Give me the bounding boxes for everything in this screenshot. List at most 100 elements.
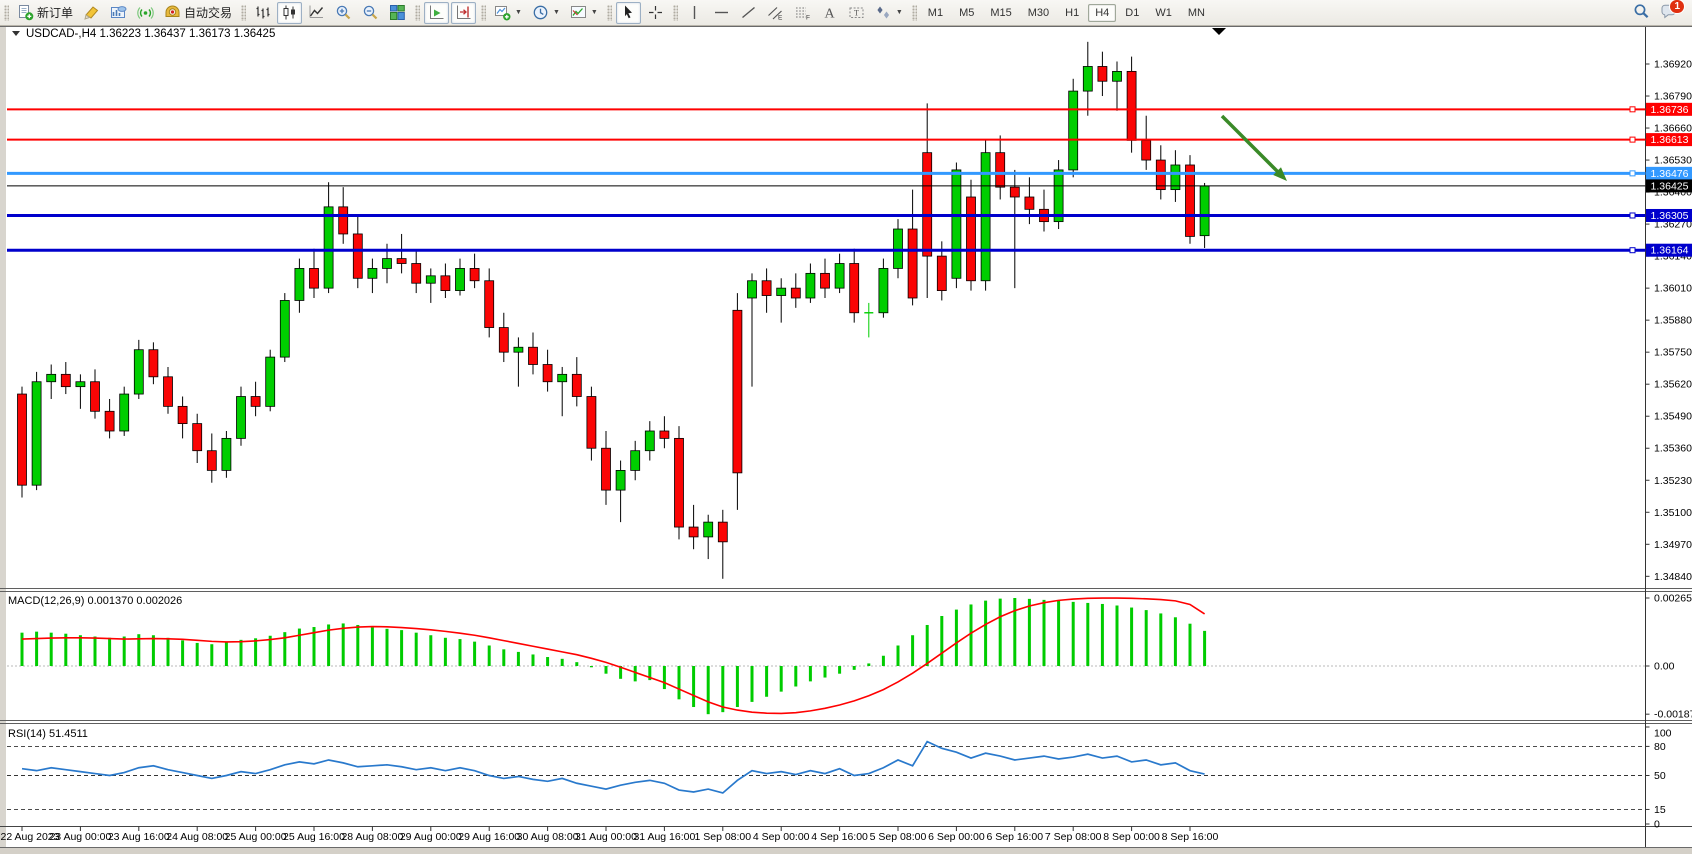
- text-button[interactable]: A: [817, 2, 842, 24]
- candle-body: [294, 268, 305, 301]
- macd-axis-label: 0.002652: [1654, 593, 1692, 605]
- zoom-in-icon: [335, 4, 352, 21]
- chevron-down-icon[interactable]: ▼: [552, 9, 560, 16]
- candle-body: [1009, 186, 1020, 198]
- chart-shift-button[interactable]: [451, 1, 477, 24]
- candle-body: [338, 206, 349, 235]
- level-line-anchor[interactable]: [1629, 136, 1636, 143]
- bar-chart-button[interactable]: [250, 2, 275, 24]
- rsi-axis-label: 80: [1654, 741, 1666, 753]
- rsi-axis-label: 15: [1654, 804, 1666, 816]
- time-tick-label: 31 Aug 00:00: [575, 831, 637, 843]
- timeframe-button-m1[interactable]: M1: [927, 6, 944, 19]
- candle-body: [790, 287, 801, 299]
- candle-body: [644, 430, 655, 452]
- candle-body: [396, 258, 407, 264]
- price-tick-label: 1.36920: [1654, 59, 1692, 71]
- candle-body: [1024, 196, 1035, 210]
- timeframe-button-w1[interactable]: W1: [1155, 6, 1172, 19]
- time-tick-label: 6 Sep 00:00: [928, 831, 985, 843]
- vertical-line-button[interactable]: [682, 2, 707, 24]
- timeframe-button-d1[interactable]: D1: [1125, 6, 1140, 19]
- candle-body: [31, 381, 42, 486]
- toolbar-grip: [415, 4, 421, 21]
- crosshair-button[interactable]: [643, 2, 668, 24]
- toolbar-group-trade: 新订单 自动交易: [12, 0, 237, 25]
- timeframe-button-h4[interactable]: H4: [1088, 3, 1117, 22]
- candlestick-button[interactable]: [277, 1, 303, 24]
- window-bottom-edge: [0, 848, 1692, 854]
- candle-body: [250, 396, 261, 407]
- time-tick-label: 8 Sep 16:00: [1162, 831, 1219, 843]
- candle-body: [615, 470, 626, 491]
- charts-cloud-button[interactable]: [106, 2, 131, 24]
- candle-body: [674, 437, 684, 528]
- fibonacci-button[interactable]: F: [790, 2, 815, 24]
- level-line-anchor[interactable]: [1629, 212, 1636, 219]
- toolbar-group-draw: E F A T ▼: [681, 0, 908, 25]
- chevron-down-icon[interactable]: ▼: [895, 9, 903, 16]
- level-line-anchor[interactable]: [1629, 247, 1636, 254]
- price-tick-label: 1.35620: [1654, 379, 1692, 391]
- candle-body: [133, 349, 144, 395]
- equidistant-channel-button[interactable]: E: [763, 2, 788, 24]
- candle-body: [732, 309, 743, 474]
- tile-windows-button[interactable]: [385, 2, 410, 24]
- chat-button[interactable]: 1: [1656, 0, 1685, 24]
- price-tick-label: 1.36660: [1654, 123, 1692, 135]
- auto-scroll-button[interactable]: [424, 1, 450, 24]
- auto-trading-button[interactable]: 自动交易: [160, 2, 236, 24]
- time-tick-label: 28 Aug 08:00: [341, 831, 403, 843]
- level-price-tag: [1646, 102, 1692, 116]
- arrow-annotation-head[interactable]: [1273, 167, 1287, 181]
- candle-body: [1141, 139, 1152, 161]
- timeframe-button-m15[interactable]: M15: [990, 6, 1012, 19]
- rsi-axis-label: 100: [1654, 728, 1672, 740]
- timeframe-button-mn[interactable]: MN: [1187, 6, 1205, 19]
- candle-body: [1053, 169, 1064, 223]
- timeframe-button-h1[interactable]: H1: [1065, 6, 1080, 19]
- level-lines-layer: 1.36736 1.36613 1.36476 1.36305 1.36164 1.364…: [7, 102, 1692, 257]
- new-order-button[interactable]: 新订单: [13, 2, 77, 24]
- candle-body: [425, 275, 436, 284]
- arrow-annotation[interactable]: [1220, 114, 1284, 178]
- zoom-in-button[interactable]: [331, 2, 356, 24]
- candle-body: [907, 228, 918, 299]
- chevron-down-icon[interactable]: ▼: [590, 9, 598, 16]
- timeframe-button-m30[interactable]: M30: [1027, 6, 1050, 19]
- timeframe-button-m5[interactable]: M5: [959, 6, 975, 19]
- candle-body: [776, 287, 787, 296]
- zoom-out-button[interactable]: [358, 2, 383, 24]
- template-chart-button[interactable]: ▼: [566, 2, 602, 24]
- level-line-anchor[interactable]: [1629, 170, 1636, 177]
- chart-title-collapse-icon[interactable]: [12, 31, 20, 36]
- arrows-button[interactable]: ▼: [871, 2, 907, 24]
- price-tick-label: 1.36010: [1654, 283, 1692, 295]
- toolbar-right: 1: [1628, 0, 1692, 24]
- chevron-down-icon[interactable]: ▼: [515, 9, 522, 16]
- toolbar-grip: [481, 4, 487, 21]
- top-marker-icon[interactable]: [1212, 28, 1226, 35]
- trend-line-button[interactable]: [736, 2, 761, 24]
- periods-clock-icon: [532, 4, 549, 21]
- price-tick-label: 1.36530: [1654, 155, 1692, 167]
- signal-button[interactable]: [133, 2, 158, 24]
- rsi-line: [21, 740, 1205, 794]
- candle-body: [367, 268, 378, 279]
- line-chart-button[interactable]: [304, 2, 329, 24]
- price-tick-label: 1.34840: [1654, 571, 1692, 583]
- level-price-tag-text: 1.36736: [1651, 104, 1689, 116]
- periods-clock-button[interactable]: ▼: [528, 2, 564, 24]
- highlighter-button[interactable]: [79, 2, 104, 24]
- window-left-edge: [0, 26, 6, 848]
- search-button[interactable]: [1629, 2, 1654, 24]
- text-label-button[interactable]: T: [844, 2, 869, 24]
- candle-body: [163, 376, 173, 407]
- horizontal-line-button[interactable]: [709, 2, 734, 24]
- cursor-button[interactable]: [615, 1, 641, 24]
- level-line-anchor[interactable]: [1629, 106, 1636, 113]
- new-order-label: 新订单: [37, 6, 74, 20]
- new-chart-button[interactable]: ▼: [490, 2, 526, 24]
